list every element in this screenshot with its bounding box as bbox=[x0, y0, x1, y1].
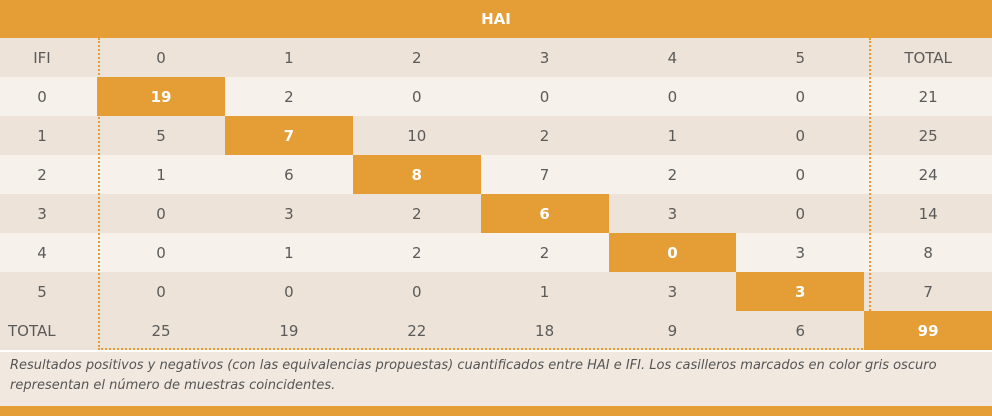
column-total: 19 bbox=[224, 311, 353, 350]
table-cell: 1 bbox=[97, 155, 225, 194]
row-total: 7 bbox=[864, 272, 992, 311]
match-cell: 8 bbox=[352, 155, 481, 194]
row-total: 24 bbox=[864, 155, 992, 194]
match-cell: 7 bbox=[224, 116, 353, 155]
table-cell: 3 bbox=[608, 272, 737, 311]
table-cell: 2 bbox=[480, 116, 609, 155]
table-cell: 0 bbox=[352, 272, 481, 311]
table-cell: 0 bbox=[352, 77, 481, 116]
grand-total: 99 bbox=[864, 311, 992, 350]
table-cell: 1 bbox=[608, 116, 737, 155]
totals-row-label: TOTAL bbox=[0, 311, 98, 350]
table-cell: 10 bbox=[352, 116, 481, 155]
table-cell: 0 bbox=[736, 77, 865, 116]
table-cell: 0 bbox=[736, 116, 865, 155]
table-cell: 1 bbox=[480, 272, 609, 311]
contingency-table: IFI 0 1 2 3 4 5 TOTAL 0 19 2 0 0 0 0 21 … bbox=[0, 38, 992, 350]
table-cell: 2 bbox=[224, 77, 353, 116]
corner-label: IFI bbox=[0, 38, 98, 77]
table-cell: 6 bbox=[224, 155, 353, 194]
caption-band bbox=[0, 352, 992, 406]
table-caption: Resultados positivos y negativos (con la… bbox=[10, 358, 937, 393]
table-cell: 0 bbox=[224, 272, 353, 311]
table-cell: 3 bbox=[608, 194, 737, 233]
table-row: 2 1 6 8 7 2 0 24 bbox=[0, 155, 992, 194]
column-header: 2 bbox=[352, 38, 481, 77]
column-header: 0 bbox=[97, 38, 225, 77]
row-total: 8 bbox=[864, 233, 992, 272]
row-label: 2 bbox=[0, 155, 98, 194]
table-row: 3 0 3 2 6 3 0 14 bbox=[0, 194, 992, 233]
column-total: 6 bbox=[736, 311, 865, 350]
table-cell: 0 bbox=[97, 194, 225, 233]
table-cell: 2 bbox=[608, 155, 737, 194]
table-cell: 0 bbox=[97, 272, 225, 311]
column-header: 4 bbox=[608, 38, 737, 77]
match-cell: 6 bbox=[480, 194, 609, 233]
table-cell: 0 bbox=[736, 194, 865, 233]
table-cell: 7 bbox=[480, 155, 609, 194]
table-cell: 2 bbox=[352, 194, 481, 233]
table-row: 4 0 1 2 2 0 3 8 bbox=[0, 233, 992, 272]
match-cell: 19 bbox=[97, 77, 225, 116]
column-header: 3 bbox=[480, 38, 609, 77]
row-total: 25 bbox=[864, 116, 992, 155]
table-cell: 2 bbox=[352, 233, 481, 272]
table-title: HAI bbox=[0, 0, 992, 38]
header-row: IFI 0 1 2 3 4 5 TOTAL bbox=[0, 38, 992, 77]
table-row: 1 5 7 10 2 1 0 25 bbox=[0, 116, 992, 155]
table-row: 5 0 0 0 1 3 3 7 bbox=[0, 272, 992, 311]
table-cell: 5 bbox=[97, 116, 225, 155]
match-cell: 0 bbox=[608, 233, 737, 272]
table-cell: 3 bbox=[736, 233, 865, 272]
table-cell: 2 bbox=[480, 233, 609, 272]
column-header: 5 bbox=[736, 38, 865, 77]
row-total: 14 bbox=[864, 194, 992, 233]
column-total: 25 bbox=[97, 311, 225, 350]
row-label: 4 bbox=[0, 233, 98, 272]
table-cell: 1 bbox=[224, 233, 353, 272]
column-header: 1 bbox=[224, 38, 353, 77]
row-label: 1 bbox=[0, 116, 98, 155]
column-total: 22 bbox=[352, 311, 481, 350]
row-label: 0 bbox=[0, 77, 98, 116]
column-total: 9 bbox=[608, 311, 737, 350]
match-cell: 3 bbox=[736, 272, 865, 311]
table-cell: 0 bbox=[97, 233, 225, 272]
row-label: 3 bbox=[0, 194, 98, 233]
table-cell: 3 bbox=[224, 194, 353, 233]
row-label: 5 bbox=[0, 272, 98, 311]
row-total: 21 bbox=[864, 77, 992, 116]
table-cell: 0 bbox=[608, 77, 737, 116]
table-row: 0 19 2 0 0 0 0 21 bbox=[0, 77, 992, 116]
table-cell: 0 bbox=[736, 155, 865, 194]
column-total: 18 bbox=[480, 311, 609, 350]
table-cell: 0 bbox=[480, 77, 609, 116]
bottom-accent-bar bbox=[0, 406, 992, 416]
total-column-header: TOTAL bbox=[864, 38, 992, 77]
totals-row: TOTAL 25 19 22 18 9 6 99 bbox=[0, 311, 992, 350]
